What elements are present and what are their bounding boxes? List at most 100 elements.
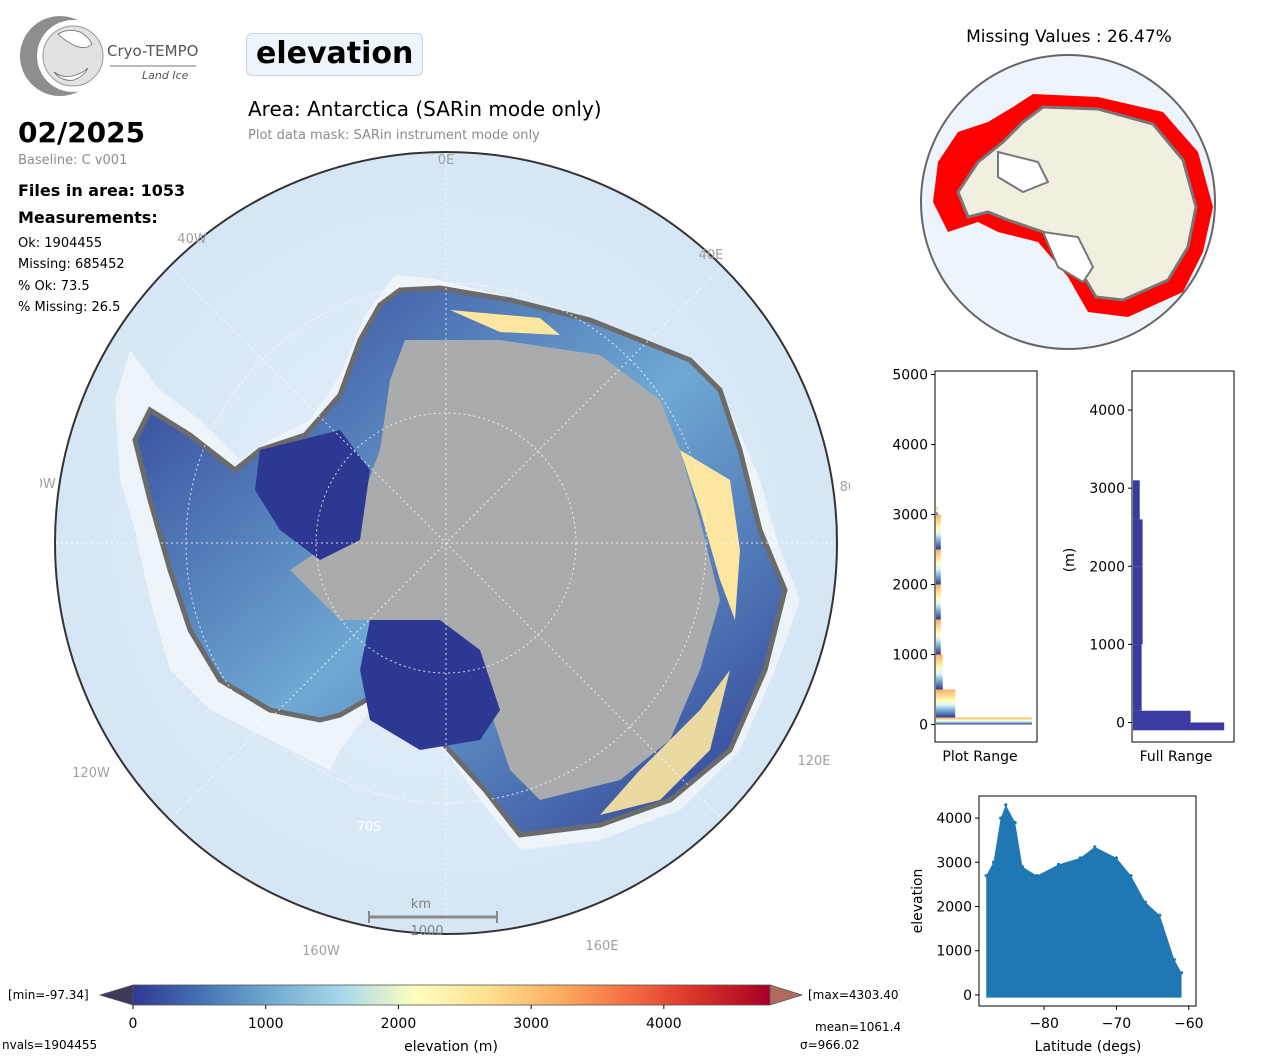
lon-label-160e: 160E bbox=[585, 939, 618, 954]
lon-label-160w: 160W bbox=[302, 944, 340, 959]
histogram-full-range: 0 1000 2000 3000 4000 Full Range (m) bbox=[1062, 370, 1235, 765]
hist-y-tick-label: 2000 bbox=[1089, 559, 1125, 575]
weddell-embayment bbox=[255, 430, 370, 560]
lon-label-40e: 40E bbox=[699, 248, 724, 263]
scatter-y-tick-label: 2000 bbox=[936, 900, 972, 916]
lon-label-120e: 120E bbox=[797, 754, 830, 769]
histogram-bar bbox=[1133, 519, 1143, 567]
histogram-bar bbox=[936, 549, 941, 585]
logo-subtext: Land Ice bbox=[142, 69, 189, 82]
colorbar-mean: mean=1061.46 bbox=[815, 1020, 900, 1034]
percent-missing: % Missing: 26.5 bbox=[18, 300, 121, 315]
hist-y-tick-label: 3000 bbox=[892, 508, 928, 524]
scatter-y-tick-label: 4000 bbox=[936, 811, 972, 827]
scatter-x-tick-label: −70 bbox=[1102, 1016, 1132, 1032]
logo-text: Cryo-TEMPO bbox=[107, 42, 198, 60]
scatter-point bbox=[1158, 913, 1162, 917]
histogram-bar bbox=[936, 717, 1032, 725]
variable-title: elevation bbox=[246, 33, 424, 76]
scatter-point bbox=[1004, 803, 1008, 807]
scatter-ylabel: elevation bbox=[910, 869, 926, 934]
hist2-axes-frame bbox=[1131, 370, 1235, 743]
histogram-bar bbox=[936, 507, 938, 515]
lon-label-120w: 120W bbox=[72, 766, 110, 781]
hist-y-tick-label: 5000 bbox=[892, 368, 928, 384]
scatter-point bbox=[1078, 856, 1082, 860]
scatter-point bbox=[1172, 957, 1176, 962]
histogram-bar bbox=[936, 689, 956, 718]
histogram-bar bbox=[1133, 722, 1225, 731]
histogram-bar bbox=[1133, 480, 1140, 520]
hist1-axes-frame bbox=[934, 370, 1038, 743]
histogram-bar bbox=[1133, 710, 1191, 723]
hist-y-tick-label: 3000 bbox=[1089, 481, 1125, 497]
scatter-elevation-latitude: 0 1000 2000 3000 4000 −80 −70 −60 Latitude (deg… bbox=[910, 795, 1204, 1055]
colorbar-min-extension bbox=[98, 984, 134, 1006]
hist2-ylabel: (m) bbox=[1062, 548, 1078, 573]
colorbar-nvals: nvals=1904455 bbox=[2, 1038, 97, 1052]
scatter-point bbox=[984, 873, 988, 878]
graticule bbox=[56, 153, 836, 933]
colorbar-max-extension bbox=[769, 984, 804, 1006]
histogram-plot-range: 0 1000 2000 3000 4000 5000 Plot Range bbox=[892, 368, 1038, 765]
scatter-cloud bbox=[986, 804, 1182, 998]
ok-count: Ok: 1904455 bbox=[18, 236, 103, 251]
hist-y-tick-label: 0 bbox=[919, 718, 928, 734]
colorbar-label: elevation (m) bbox=[404, 1039, 498, 1055]
hist1-xlabel: Plot Range bbox=[942, 749, 1017, 765]
high-elevation-patch-east bbox=[680, 450, 740, 620]
lon-label-0e: 0E bbox=[438, 153, 455, 168]
elevation-map: 0E 40E 80E 120E 160E 160W 120W 80W 40W 7… bbox=[40, 151, 850, 959]
date-label: 02/2025 bbox=[18, 116, 146, 149]
scatter-x-tick-label: −60 bbox=[1174, 1016, 1204, 1032]
scatter-x-tick-label: −80 bbox=[1029, 1016, 1059, 1032]
missing-values-map bbox=[920, 54, 1216, 350]
hist-y-tick-label: 4000 bbox=[892, 438, 928, 454]
colorbar-min-text: [min=-97.34] bbox=[8, 988, 89, 1002]
lon-label-40w: 40W bbox=[177, 232, 207, 247]
ross-shelf bbox=[1041, 230, 1095, 284]
scatter-y-tick-label: 3000 bbox=[936, 855, 972, 871]
colorbar-tick-label: 2000 bbox=[381, 1016, 417, 1032]
percent-ok: % Ok: 73.5 bbox=[18, 279, 90, 294]
hist-y-tick-label: 1000 bbox=[892, 648, 928, 664]
histogram-bar bbox=[1133, 644, 1142, 711]
baseline-label: Baseline: C v001 bbox=[18, 153, 128, 168]
colorbar-gradient bbox=[132, 984, 771, 1006]
histogram-bar bbox=[936, 514, 941, 550]
ross-embayment bbox=[360, 620, 500, 750]
colorbar: 0 1000 2000 3000 4000 [min=-97.34] [max=4303… bbox=[2, 984, 900, 1055]
hist2-xlabel: Full Range bbox=[1140, 749, 1213, 765]
colorbar-sigma: σ=966.02 bbox=[800, 1038, 860, 1052]
colorbar-tick-label: 0 bbox=[129, 1016, 138, 1032]
scatter-point bbox=[1020, 865, 1024, 869]
histogram-bar bbox=[936, 584, 941, 620]
hist-y-tick-label: 4000 bbox=[1089, 403, 1125, 419]
hist-y-tick-label: 2000 bbox=[892, 578, 928, 594]
missing-values-title: Missing Values : 26.47% bbox=[966, 27, 1172, 47]
histogram-bar bbox=[936, 654, 943, 690]
colorbar-tick-label: 4000 bbox=[646, 1016, 682, 1032]
lat-label-70s: 70S bbox=[357, 820, 382, 835]
colorbar-tick-label: 1000 bbox=[248, 1016, 284, 1032]
high-elevation-patch bbox=[450, 310, 560, 335]
histogram-bar bbox=[1133, 566, 1143, 645]
scatter-point bbox=[1129, 873, 1133, 878]
cryo-tempo-logo: Cryo-TEMPO Land Ice bbox=[18, 16, 208, 100]
area-title: Area: Antarctica (SARin mode only) bbox=[248, 97, 602, 121]
scatter-xlabel: Latitude (degs) bbox=[1035, 1039, 1142, 1055]
files-in-area: Files in area: 1053 bbox=[18, 181, 186, 200]
scatter-point bbox=[991, 860, 996, 864]
scalebar-unit: km bbox=[411, 897, 431, 912]
measurements-label: Measurements: bbox=[18, 208, 158, 227]
scatter-y-tick-label: 1000 bbox=[936, 944, 972, 960]
scatter-point bbox=[1035, 873, 1039, 878]
logo-graphic: Cryo-TEMPO Land Ice bbox=[20, 16, 198, 96]
missing-count: Missing: 685452 bbox=[18, 257, 125, 272]
scatter-axes-frame bbox=[978, 795, 1197, 1007]
scatter-point bbox=[1093, 845, 1097, 849]
scatter-point bbox=[1056, 862, 1061, 867]
colorbar-max-text: [max=4303.40] bbox=[808, 988, 900, 1002]
weddell-shelf bbox=[997, 150, 1050, 194]
lon-label-80e: 80E bbox=[840, 480, 850, 495]
